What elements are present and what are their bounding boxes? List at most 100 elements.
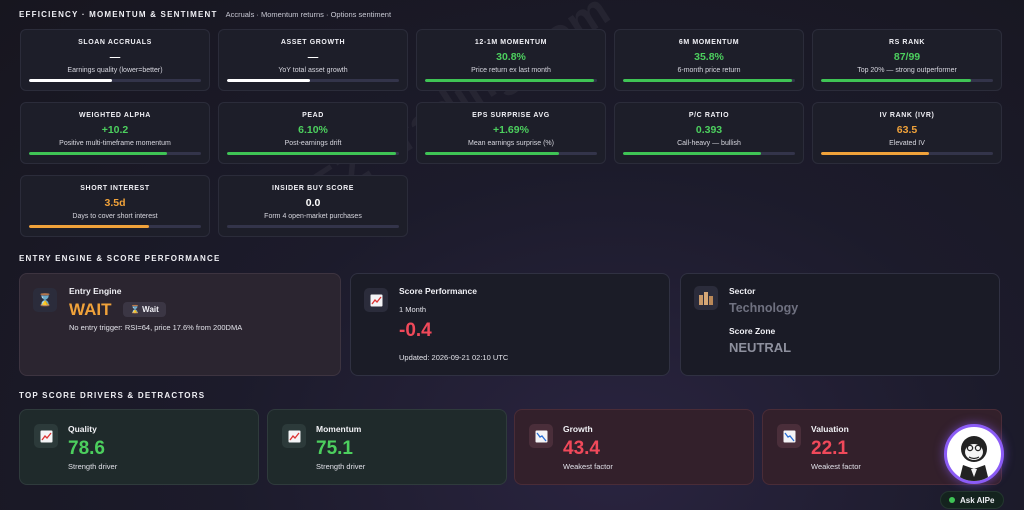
score-performance-panel: Score Performance 1 Month -0.4 Updated: … xyxy=(350,273,670,376)
metric-value: +10.2 xyxy=(101,124,129,136)
metric-card: WEIGHTED ALPHA +10.2 Positive multi-timefr… xyxy=(20,102,210,164)
driver-description: Weakest factor xyxy=(811,462,861,471)
metric-label: PEAD xyxy=(302,112,324,119)
metric-bar xyxy=(623,79,795,82)
metric-bar xyxy=(425,152,597,155)
metric-card: INSIDER BUY SCORE 0.0 Form 4 open-market p… xyxy=(218,175,408,237)
score-zone-value: NEUTRAL xyxy=(729,340,792,355)
metric-description: Call-heavy — bullish xyxy=(677,140,741,147)
metric-description: YoY total asset growth xyxy=(278,67,348,74)
score-performance-label: Score Performance xyxy=(399,286,477,296)
metric-label: WEIGHTED ALPHA xyxy=(79,112,151,119)
metric-description: Earnings quality (lower=better) xyxy=(67,67,163,74)
metric-bar xyxy=(227,79,399,82)
chart-down-icon xyxy=(777,424,801,448)
metric-bar xyxy=(821,152,993,155)
metric-bar-fill xyxy=(425,152,560,155)
metric-value: 30.8% xyxy=(496,51,526,63)
metric-bar-fill xyxy=(29,225,150,228)
metric-label: P/C RATIO xyxy=(688,112,730,119)
metric-description: Positive multi-timeframe momentum xyxy=(59,140,171,147)
hourglass-icon: ⌛ xyxy=(33,288,57,312)
score-zone-label: Score Zone xyxy=(729,326,776,336)
metric-value: 87/99 xyxy=(893,51,921,63)
metric-bar xyxy=(821,79,993,82)
driver-card-quality: Quality 78.6 Strength driver xyxy=(19,409,259,485)
metric-description: Top 20% — strong outperformer xyxy=(857,67,957,74)
metric-bar xyxy=(29,152,201,155)
driver-value: 43.4 xyxy=(563,438,600,459)
metric-card: PEAD 6.10% Post-earnings drift xyxy=(218,102,408,164)
monkey-avatar-icon[interactable] xyxy=(944,424,1004,484)
wait-badge: ⌛ Wait xyxy=(123,302,166,317)
driver-description: Strength driver xyxy=(316,462,366,471)
entry-engine-label: Entry Engine xyxy=(69,286,122,296)
sector-value: Technology xyxy=(729,301,799,315)
driver-description: Strength driver xyxy=(68,462,118,471)
sector-panel: Sector Technology Score Zone NEUTRAL xyxy=(680,273,1000,376)
metric-bar xyxy=(623,152,795,155)
performance-period: 1 Month xyxy=(399,305,427,314)
metric-bar-fill xyxy=(29,152,167,155)
metric-value: 6.10% xyxy=(298,124,328,136)
metric-card: 12-1M MOMENTUM 30.8% Price return ex last … xyxy=(416,29,606,91)
ask-aipe-label: Ask AIPe xyxy=(960,495,995,505)
section-subtitle: Accruals · Momentum returns · Options se… xyxy=(225,10,392,19)
metric-bar xyxy=(227,225,399,228)
metric-value: 35.8% xyxy=(694,51,724,63)
metric-bar-fill xyxy=(623,79,792,82)
section-title: ENTRY ENGINE & SCORE PERFORMANCE xyxy=(19,254,221,263)
metric-bar-fill xyxy=(227,79,310,82)
section-title: TOP SCORE DRIVERS & DETRACTORS xyxy=(19,391,206,400)
metric-label: 12-1M MOMENTUM xyxy=(474,39,548,46)
metric-card: SHORT INTEREST 3.5d Days to cover short in… xyxy=(20,175,210,237)
metric-card: RS RANK 87/99 Top 20% — strong outperforme… xyxy=(812,29,1002,91)
metric-value: — xyxy=(307,51,319,63)
metric-label: SHORT INTEREST xyxy=(80,185,150,192)
metric-description: Post-earnings drift xyxy=(284,140,342,147)
metric-value: 0.393 xyxy=(695,124,723,136)
entry-header: ENTRY ENGINE & SCORE PERFORMANCE xyxy=(19,254,221,263)
metric-bar-fill xyxy=(821,79,971,82)
metric-bar xyxy=(29,79,201,82)
metric-description: Mean earnings surprise (%) xyxy=(468,140,554,147)
metric-label: RS RANK xyxy=(888,39,926,46)
metric-card: EPS SURPRISE AVG +1.69% Mean earnings surp… xyxy=(416,102,606,164)
performance-value: -0.4 xyxy=(399,320,432,341)
driver-label: Valuation xyxy=(811,424,849,434)
driver-label: Momentum xyxy=(316,424,362,434)
driver-description: Weakest factor xyxy=(563,462,613,471)
metric-card: 6M MOMENTUM 35.8% 6-month price return xyxy=(614,29,804,91)
metric-bar-fill xyxy=(821,152,930,155)
sector-label: Sector xyxy=(729,286,756,296)
metric-label: ASSET GROWTH xyxy=(280,39,346,46)
chart-up-icon xyxy=(364,288,388,312)
metric-label: 6M MOMENTUM xyxy=(678,39,740,46)
metric-bar xyxy=(29,225,201,228)
metric-description: Days to cover short interest xyxy=(72,213,158,220)
driver-value: 78.6 xyxy=(68,438,105,459)
efficiency-header: EFFICIENCY · MOMENTUM & SENTIMENT Accrua… xyxy=(19,10,391,19)
driver-label: Quality xyxy=(68,424,97,434)
online-status-icon xyxy=(949,497,955,503)
chart-down-icon xyxy=(529,424,553,448)
metric-description: Form 4 open-market purchases xyxy=(264,213,362,220)
driver-label: Growth xyxy=(563,424,593,434)
driver-value: 22.1 xyxy=(811,438,848,459)
metric-bar-fill xyxy=(425,79,594,82)
chart-up-icon xyxy=(34,424,58,448)
metric-label: EPS SURPRISE AVG xyxy=(472,112,550,119)
drivers-header: TOP SCORE DRIVERS & DETRACTORS xyxy=(19,391,205,400)
driver-card-growth: Growth 43.4 Weakest factor xyxy=(514,409,754,485)
entry-engine-value: WAIT xyxy=(69,300,112,319)
metric-bar-fill xyxy=(29,79,112,82)
entry-engine-panel: ⌛ Entry Engine WAIT ⌛ Wait No entry trig… xyxy=(19,273,341,376)
metric-value: 3.5d xyxy=(104,197,126,209)
metric-bar xyxy=(425,79,597,82)
ask-aipe-button[interactable]: Ask AIPe xyxy=(940,491,1005,509)
metric-value: — xyxy=(109,51,121,63)
metric-bar-fill xyxy=(623,152,761,155)
entry-engine-note: No entry trigger: RSI=64, price 17.6% fr… xyxy=(69,323,243,332)
metric-description: Elevated IV xyxy=(889,140,925,147)
metric-value: 0.0 xyxy=(305,197,321,209)
